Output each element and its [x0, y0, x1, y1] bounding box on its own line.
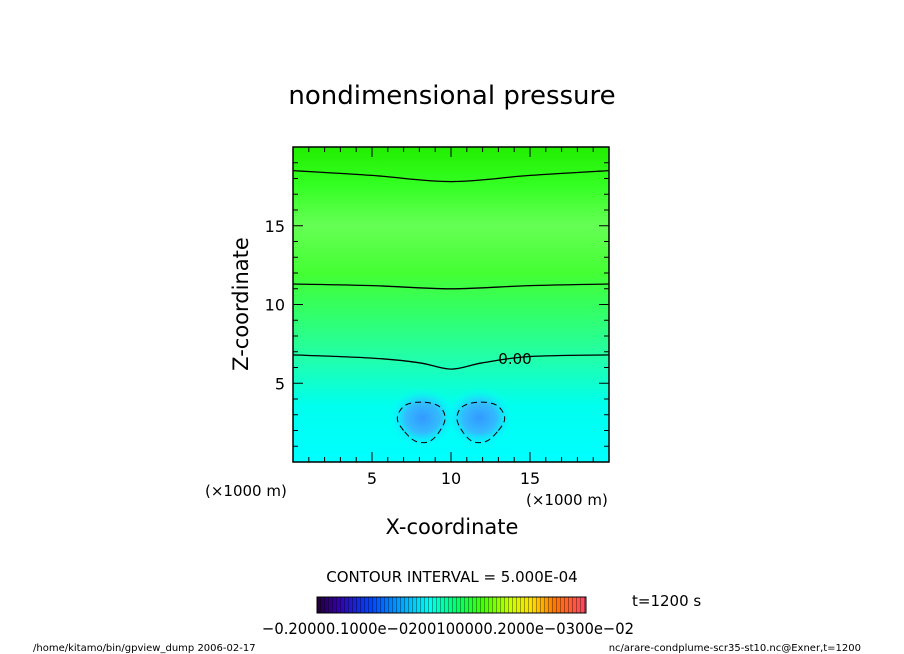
- colorbar-labels: −0.20000.1000e−0200100000.2000e−0300e−02: [262, 619, 634, 638]
- contour-line-2: [293, 283, 609, 290]
- contour-line-3: [293, 354, 609, 370]
- plot-area: 5 10 15 5 10 15: [265, 146, 610, 488]
- time-label: t=1200 s: [632, 592, 701, 610]
- y-tick-label: 5: [275, 374, 285, 393]
- contour-interval: CONTOUR INTERVAL = 5.000E-04: [326, 568, 577, 586]
- x-tick-label: 10: [441, 469, 461, 488]
- footer-right: nc/arare-condplume-scr35-st10.nc@Exner,t…: [609, 643, 861, 654]
- dashed-contour-1: [396, 401, 446, 444]
- chart-title: nondimensional pressure: [288, 81, 615, 111]
- colorbar: [316, 596, 587, 614]
- contour-lines: [293, 169, 609, 370]
- x-unit-label: (×1000 m): [526, 491, 608, 509]
- colorbar-hatch: [317, 597, 586, 613]
- y-tick-label: 15: [265, 217, 285, 236]
- x-tick-label: 15: [520, 469, 540, 488]
- y-axis-label: Z-coordinate: [229, 237, 253, 371]
- colorbar-frame: [316, 596, 587, 614]
- contour-line-1: [293, 169, 609, 183]
- x-tick-label: 5: [367, 469, 377, 488]
- low-pressure-regions: [388, 387, 514, 448]
- x-axis-label: X-coordinate: [386, 515, 519, 539]
- contour-label: 0.00: [498, 350, 531, 368]
- y-tick-label: 10: [265, 296, 285, 315]
- y-unit-label: (×1000 m): [205, 482, 287, 500]
- footer-left: /home/kitamo/bin/gpview_dump 2006-02-17: [33, 643, 256, 654]
- dashed-contour-2: [456, 401, 506, 444]
- low-center-2: [445, 387, 514, 448]
- axis-ticks: 5 10 15 5 10 15: [265, 147, 609, 488]
